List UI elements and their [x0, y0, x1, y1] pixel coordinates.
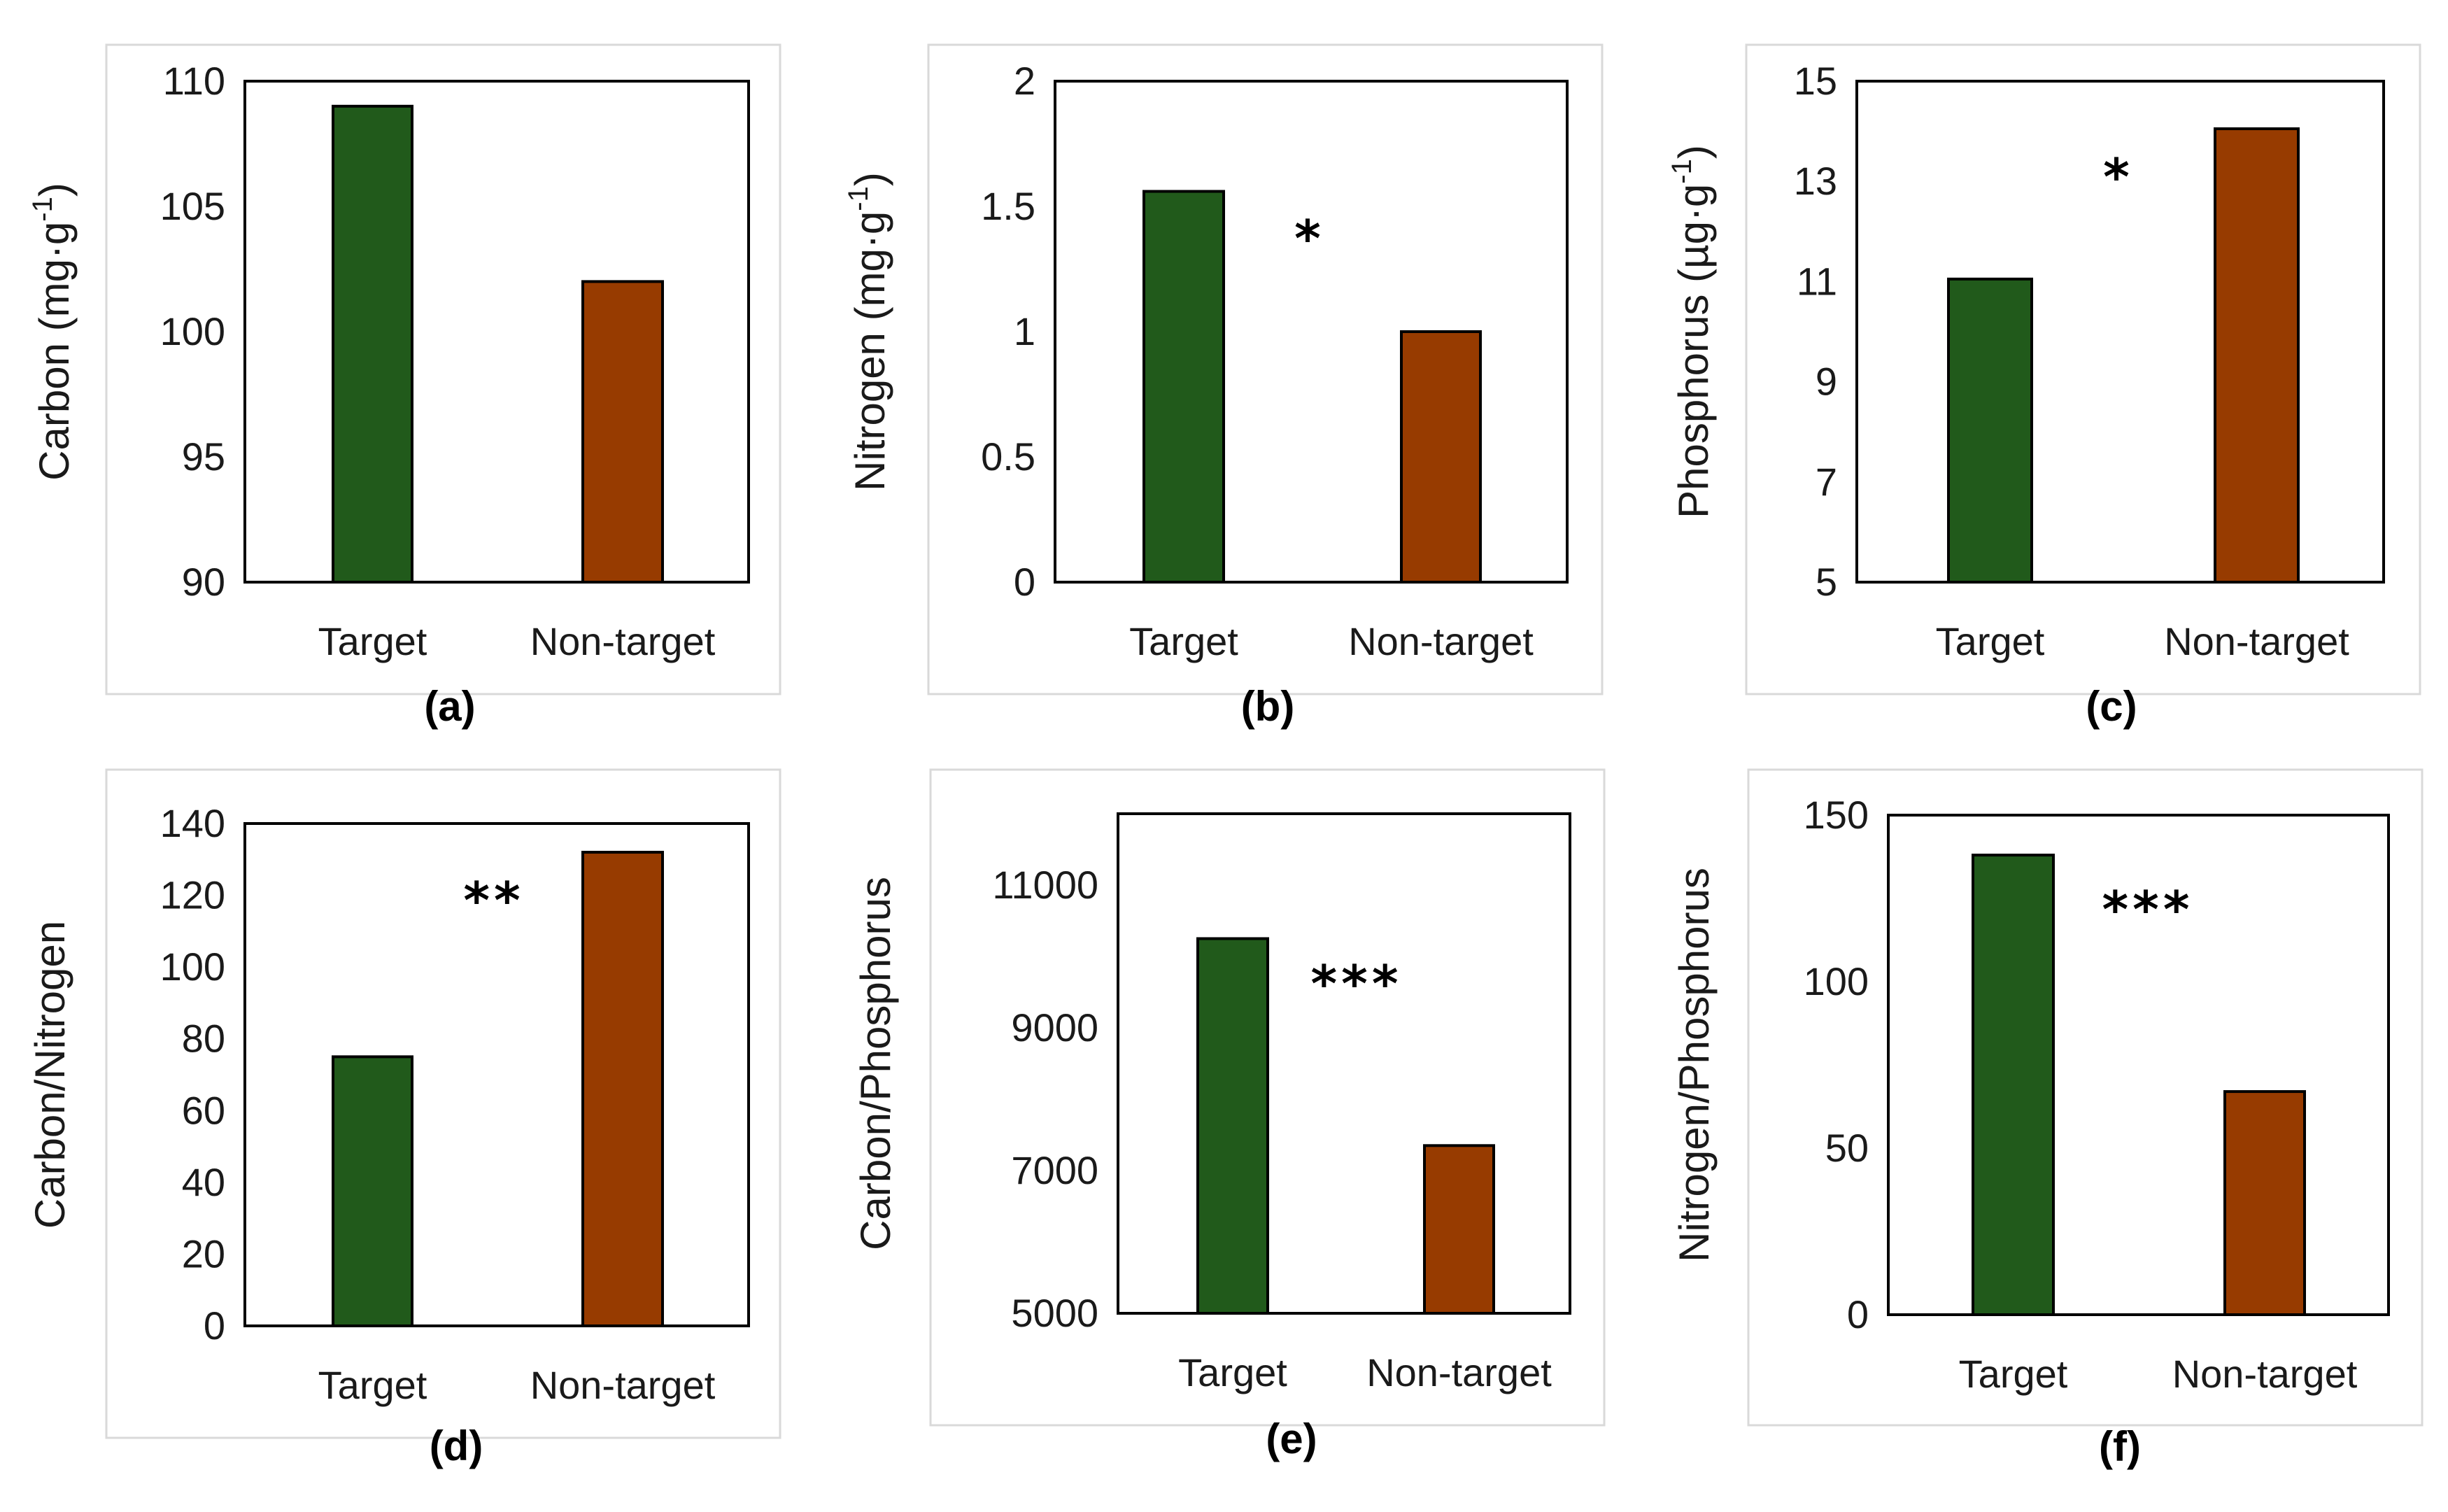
- y-axis-label-superscript: -1: [843, 186, 874, 211]
- bar-target: [1142, 190, 1225, 584]
- bar-target: [1196, 937, 1269, 1315]
- x-tick-label: Target: [1129, 619, 1238, 663]
- y-axis-label-superscript: -1: [1667, 159, 1697, 184]
- plot-area: [1054, 80, 1569, 584]
- y-tick-label: 1.5: [981, 184, 1035, 228]
- y-tick-label: 9000: [1011, 1005, 1098, 1050]
- y-axis-label: Phosphorus (µg·g-1): [1667, 145, 1717, 518]
- chart-panel-e: 5000 7000 9000 11000 Target Non-target Carbon/…: [852, 768, 1606, 1462]
- x-tick-label: Non-target: [530, 1363, 716, 1407]
- panel-label: (f): [2099, 1423, 2141, 1470]
- bar-target: [1947, 277, 2033, 584]
- bar-target: [332, 104, 413, 584]
- y-tick-label: 0: [1847, 1292, 1869, 1336]
- panel-label: (a): [424, 683, 475, 730]
- x-tick-label: Non-target: [1348, 619, 1534, 663]
- y-tick-label: 11: [1797, 259, 1837, 303]
- y-axis-label-text: Carbon/Phosphorus: [852, 877, 899, 1250]
- bar-non-target: [2223, 1090, 2306, 1316]
- y-axis-label-text: Carbon (mg·g: [31, 222, 78, 481]
- significance-marker: *: [2103, 148, 2134, 206]
- chart-panel-c: 5 7 9 11 13 15 Target Non-target Phosphorus (µg·…: [1667, 43, 2421, 730]
- y-axis-label-tail: ): [31, 183, 78, 197]
- y-tick-label: 50: [1825, 1126, 1869, 1170]
- y-tick-label: 100: [160, 309, 225, 353]
- x-tick-label: Non-target: [2172, 1352, 2358, 1396]
- y-tick-label: 15: [1794, 59, 1837, 103]
- y-tick-label: 2: [1014, 59, 1035, 103]
- bar-non-target: [1400, 330, 1482, 584]
- x-tick-label: Target: [1959, 1352, 2068, 1396]
- y-tick-label: 95: [182, 434, 225, 479]
- y-tick-label: 11000: [992, 863, 1098, 907]
- plot-area: [243, 80, 750, 584]
- x-tick-label: Target: [1178, 1350, 1287, 1394]
- y-tick-label: 5000: [1011, 1291, 1098, 1335]
- plot-area: [1117, 812, 1571, 1315]
- y-tick-label: 40: [182, 1160, 225, 1204]
- bar-non-target: [2214, 127, 2300, 584]
- x-tick-label: Target: [318, 1363, 427, 1407]
- bar-target: [1972, 854, 2055, 1316]
- y-axis-label: Carbon/Phosphorus: [852, 877, 899, 1250]
- y-axis-label-tail: ): [847, 172, 893, 186]
- panel-label: (e): [1266, 1415, 1317, 1462]
- y-tick-label: 0: [204, 1303, 225, 1348]
- bar-target: [332, 1055, 413, 1328]
- chart-panel-f: 0 50 100 150 Target Non-target Nitrogen/Phosph…: [1671, 768, 2424, 1470]
- x-tick-label: Non-target: [530, 619, 716, 663]
- y-axis-label: Nitrogen/Phosphorus: [1671, 868, 1718, 1262]
- y-axis-label-text: Phosphorus (µg·g: [1670, 184, 1717, 518]
- y-tick-label: 110: [163, 59, 225, 103]
- significance-marker: **: [463, 871, 524, 930]
- x-tick-label: Non-target: [2164, 619, 2349, 663]
- x-tick-label: Target: [1936, 619, 2045, 663]
- y-axis-label: Nitrogen (mg·g-1): [843, 172, 893, 491]
- y-axis-label-superscript: -1: [27, 197, 58, 222]
- chart-panel-d: 0 20 40 60 80 100 120 140 Target Non-target Carbon…: [27, 768, 781, 1469]
- y-axis-label-text: Carbon/Nitrogen: [27, 921, 73, 1229]
- bar-non-target: [581, 851, 664, 1327]
- y-tick-label: 0: [1014, 560, 1035, 604]
- panel-label: (c): [2086, 683, 2137, 730]
- panel-label: (b): [1241, 683, 1295, 730]
- bar-non-target: [581, 280, 664, 584]
- significance-marker: ***: [1311, 954, 1403, 1013]
- y-tick-label: 100: [1804, 959, 1869, 1003]
- chart-panel-b: 0 0.5 1 1.5 2 Target Non-target Nitrogen (mg·g-…: [843, 43, 1604, 730]
- y-tick-label: 105: [160, 184, 225, 228]
- y-tick-label: 150: [1804, 793, 1869, 837]
- y-tick-label: 120: [160, 873, 225, 917]
- y-tick-label: 5: [1816, 560, 1837, 604]
- y-tick-label: 7: [1816, 460, 1837, 504]
- y-tick-label: 7000: [1011, 1148, 1098, 1192]
- chart-panel-a: 90 95 100 105 110 Target Non-target Carbon (mg·…: [27, 43, 781, 730]
- y-tick-label: 20: [182, 1231, 225, 1276]
- y-tick-label: 0.5: [981, 434, 1035, 479]
- bar-non-target: [1423, 1144, 1495, 1315]
- plot-area: [243, 822, 750, 1327]
- y-axis-label: Carbon (mg·g-1): [27, 183, 78, 481]
- y-tick-label: 60: [182, 1088, 225, 1132]
- panel-label: (d): [430, 1422, 483, 1469]
- y-axis-label-tail: ): [1670, 145, 1717, 159]
- x-tick-label: Non-target: [1366, 1350, 1552, 1394]
- x-tick-label: Target: [318, 619, 427, 663]
- y-tick-label: 1: [1014, 309, 1035, 353]
- y-tick-label: 100: [160, 945, 225, 989]
- y-axis-label-text: Nitrogen/Phosphorus: [1671, 868, 1718, 1262]
- y-tick-label: 90: [182, 560, 225, 604]
- y-axis-label-text: Nitrogen (mg·g: [847, 211, 893, 491]
- significance-marker: ***: [2102, 880, 2194, 939]
- y-axis-label: Carbon/Nitrogen: [27, 921, 73, 1229]
- y-tick-label: 80: [182, 1017, 225, 1061]
- y-tick-label: 13: [1794, 159, 1837, 203]
- significance-marker: *: [1294, 209, 1325, 268]
- y-tick-label: 140: [160, 801, 225, 845]
- y-tick-label: 9: [1816, 360, 1837, 404]
